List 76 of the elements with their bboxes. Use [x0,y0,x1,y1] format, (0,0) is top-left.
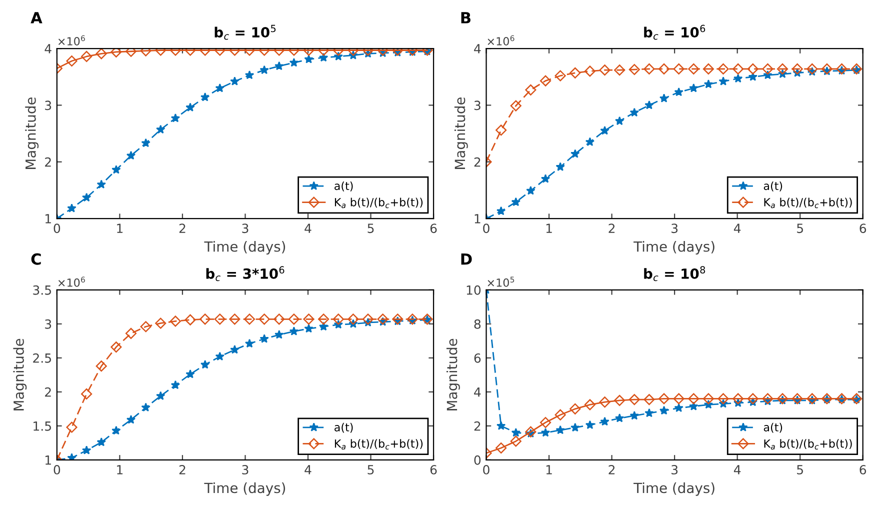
x-tick-label: 0 [54,464,60,474]
x-tick-label: 5 [368,224,374,234]
x-axis-title: Time (days) [634,241,714,254]
y-tick-label: 8 [474,319,481,329]
y-axis-title: Magnitude [454,97,468,169]
x-tick-label: 4 [304,465,312,474]
legend-label: K$_{a}$ b(t)/(b$_{c}$+b(t)) [334,439,423,450]
x-tick-label: 1 [117,224,123,233]
legend-label: K$_{a}$ b(t)/(b$_{c}$+b(t)) [334,198,423,208]
text: ×10$^{6}$ [58,276,85,287]
y-axis-title: Magnitude [25,97,39,169]
x-tick-label: 6 [860,464,866,474]
x-tick-label: 1 [546,224,552,233]
chart-title: b$_{c}$ = 10$^{6}$ [644,24,706,40]
legend-label: K$_{a}$ b(t)/(b$_{c}$+b(t)) [764,439,852,450]
x-tick-label: 4 [734,224,741,233]
x-tick-label: 4 [304,224,312,233]
x-tick-label: 2 [608,224,615,233]
x-axis-title: Time (days) [204,241,286,254]
chart-title: b$_{c}$ = 10$^{5}$ [214,24,276,40]
y-tick-label: 1 [46,456,51,465]
x-tick-label: 2 [179,224,186,233]
text: B [461,12,470,24]
x-tick-label: 6 [430,224,437,234]
x-tick-label: 2 [608,464,615,474]
chart-title: b$_{c}$ = 3*10$^{6}$ [206,266,284,282]
x-tick-label: 0 [483,224,490,234]
y-tick-label: 1 [474,214,480,224]
legend-label: a(t) [334,422,353,433]
text: C [31,253,41,265]
y-tick-label: 4 [474,388,481,397]
y-tick-label: 6 [474,353,481,363]
y-tick-label: 4 [474,44,481,54]
x-tick-label: 5 [797,465,803,474]
x-tick-label: 5 [368,465,374,474]
x-tick-label: 4 [734,465,741,474]
x-tick-label: 3 [242,224,248,234]
text: ×10$^{5}$ [488,276,514,287]
x-tick-label: 6 [860,224,866,234]
legend-label: a(t) [334,181,353,192]
chart-title: b$_{c}$ = 10$^{8}$ [644,266,706,282]
x-tick-label: 3 [672,464,678,474]
y-tick-label: 1 [46,214,51,224]
text: D [461,254,472,265]
x-tick-label: 3 [242,464,248,474]
x-tick-label: 6 [430,464,437,474]
legend-label: K$_{a}$ b(t)/(b$_{c}$+b(t)) [764,198,852,208]
legend-label: a(t) [764,181,782,192]
y-tick-label: 4 [44,44,52,54]
y-tick-label: 1.5 [34,422,51,431]
x-tick-label: 1 [546,465,552,474]
y-tick-label: 2.5 [33,353,51,363]
y-axis-title: Magnitude [446,338,460,410]
y-tick-label: 10 [466,285,481,295]
text: ×10$^{6}$ [488,35,514,46]
x-axis-title: Time (days) [634,482,714,496]
x-tick-label: 0 [483,464,490,474]
y-tick-label: 3.5 [33,285,51,295]
y-tick-label: 3 [474,100,480,110]
legend-label: a(t) [764,422,782,433]
y-tick-label: 2 [45,387,51,397]
x-tick-label: 3 [672,224,678,234]
x-tick-label: 1 [117,465,123,474]
x-tick-label: 0 [54,224,60,234]
x-axis-title: Time (days) [204,482,286,496]
y-tick-label: 3 [45,100,52,110]
y-tick-label: 2 [474,157,480,167]
y-tick-label: 0 [474,455,481,465]
y-tick-label: 2 [474,421,480,431]
x-tick-label: 5 [797,224,803,234]
y-axis-title: Magnitude [13,338,27,410]
text: ×10$^{6}$ [58,35,85,46]
y-tick-label: 2 [45,157,51,167]
text: A [30,12,42,24]
x-tick-label: 2 [179,464,186,474]
y-tick-label: 3 [45,319,52,329]
